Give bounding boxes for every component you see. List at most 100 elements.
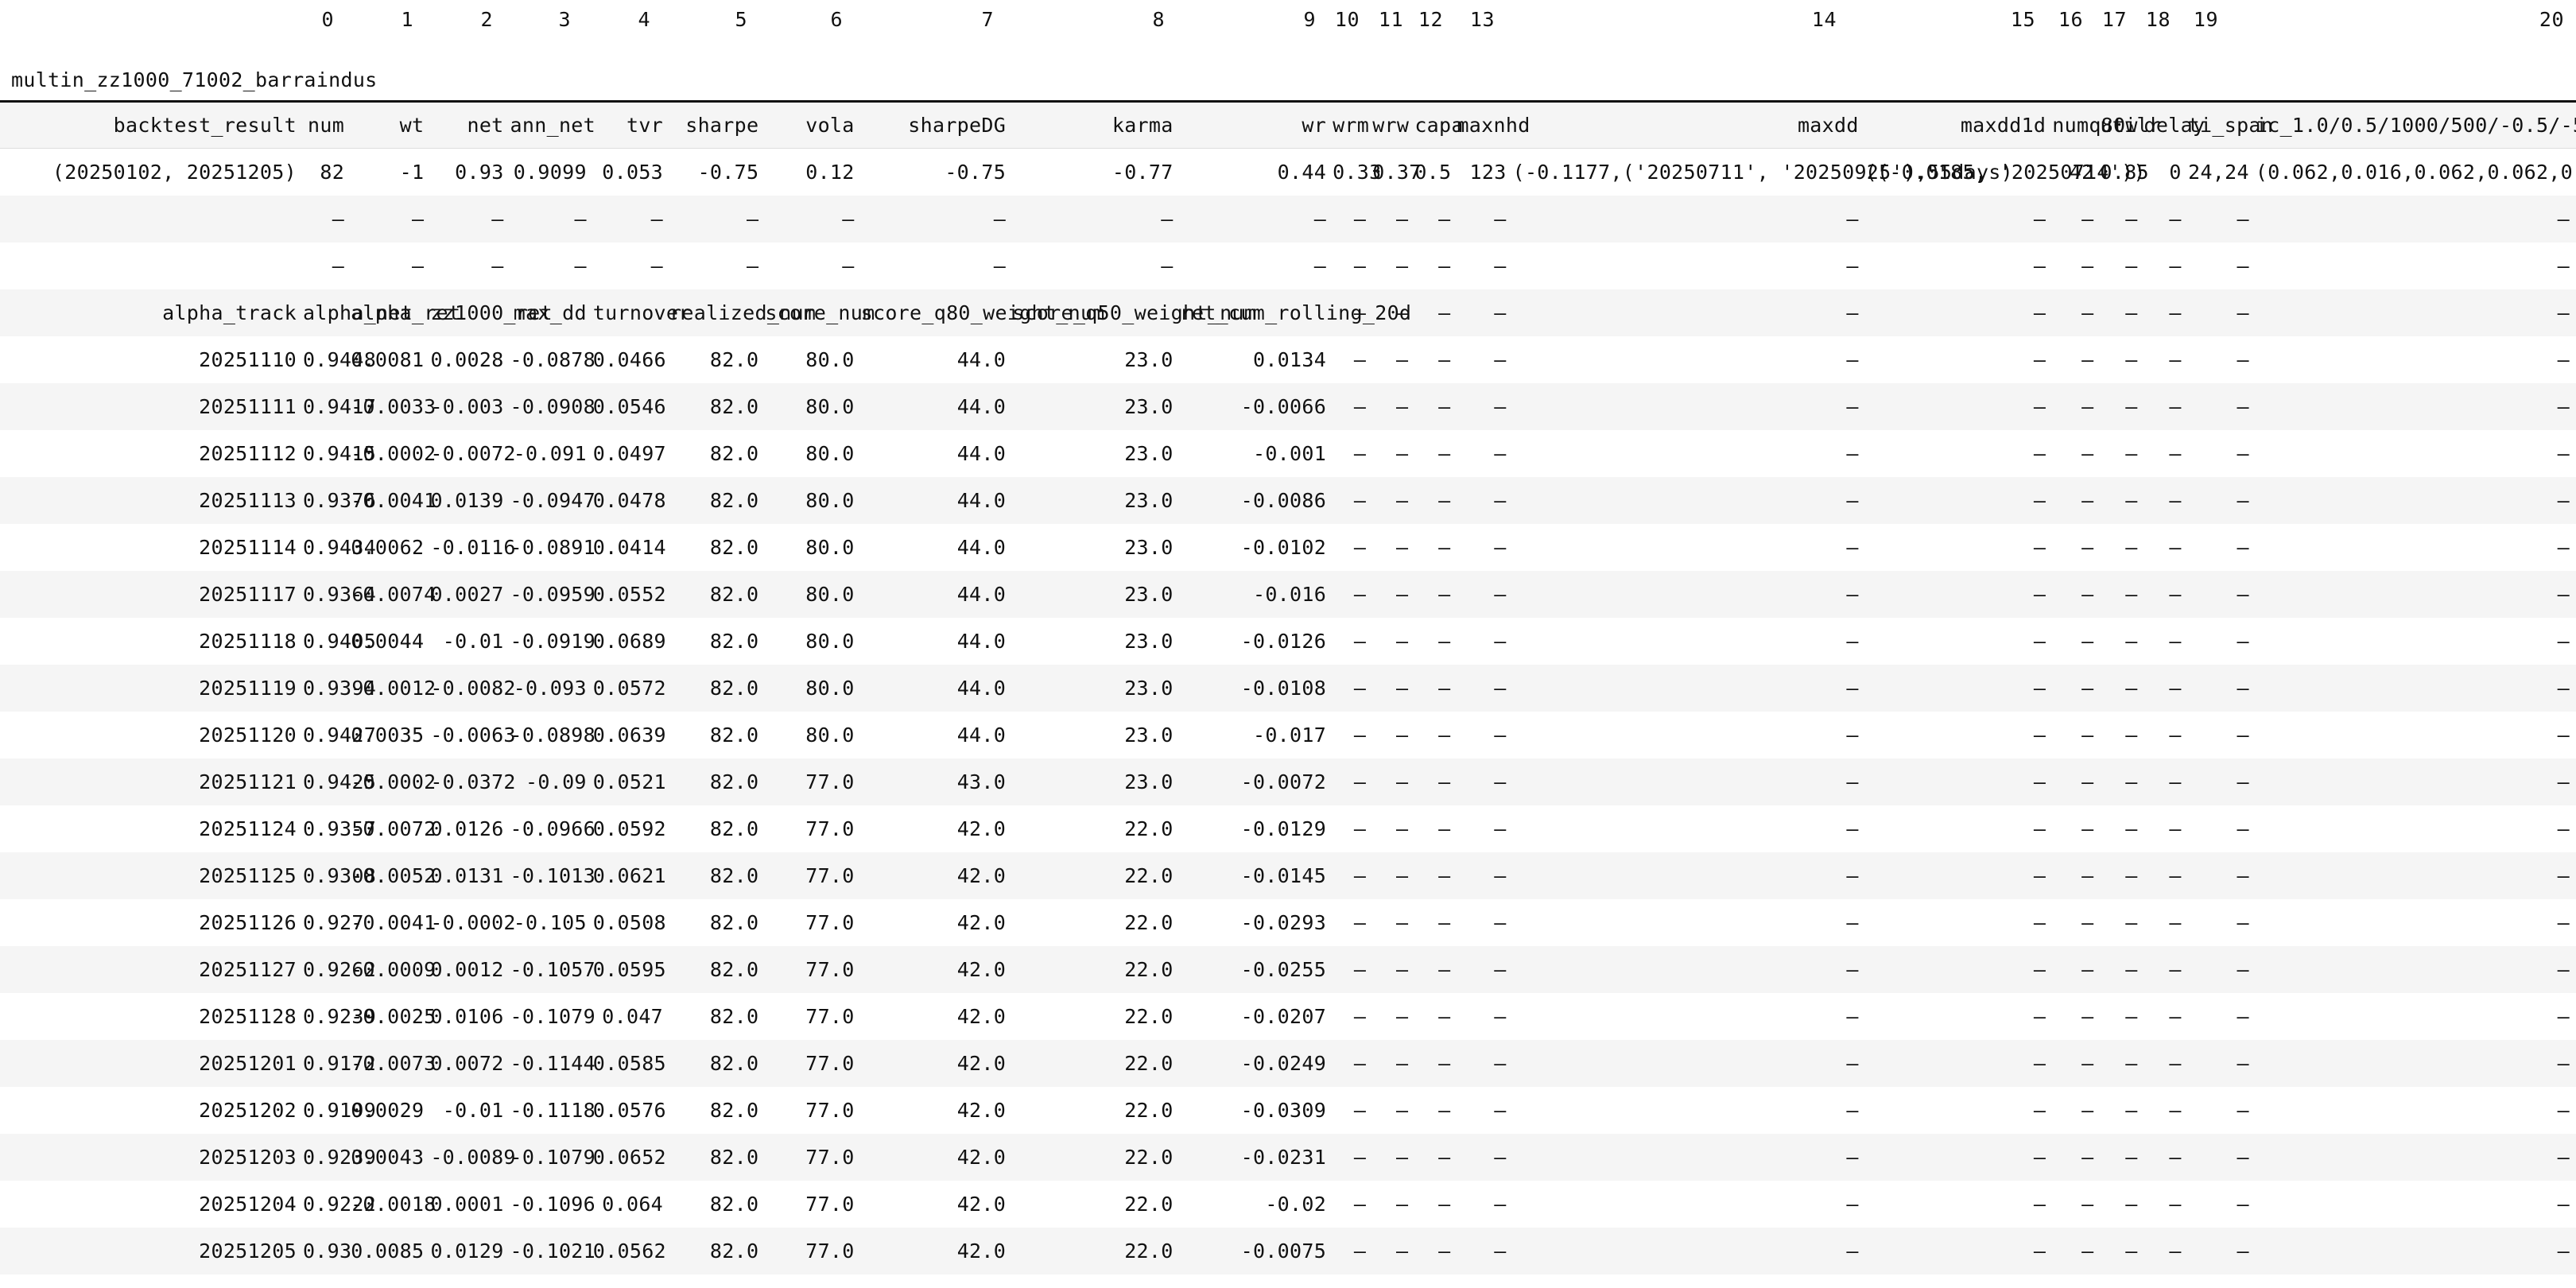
track-cell: — bbox=[2143, 665, 2188, 712]
track-cell: — bbox=[2100, 805, 2144, 852]
summary-cell: — bbox=[1372, 242, 1415, 289]
track-cell: -0.0231 bbox=[1179, 1134, 1333, 1181]
track-cell: — bbox=[2255, 1087, 2576, 1134]
track-cell: 80.0 bbox=[765, 618, 861, 665]
track-cell: — bbox=[1372, 1181, 1415, 1228]
track-cell: -0.0074 bbox=[351, 571, 436, 618]
track-cell: 42.0 bbox=[860, 1040, 1013, 1087]
track-cell: 0.0585 bbox=[592, 1040, 670, 1087]
track-cell: — bbox=[1512, 477, 1865, 524]
track-cell: 0.0572 bbox=[592, 665, 670, 712]
track-cell: -0.0033 bbox=[351, 383, 436, 430]
track-cell: 0.0012 bbox=[430, 946, 510, 993]
track-cell: -0.1118 bbox=[510, 1087, 596, 1134]
summary-cell: 0.9099 bbox=[510, 148, 593, 196]
track-cell: — bbox=[1512, 524, 1865, 571]
track-cell: — bbox=[1372, 336, 1415, 383]
track-cell: — bbox=[2052, 383, 2101, 430]
track-row: 20251118 0.9405 0.0044 -0.01 -0.0919 0.0689 82… bbox=[0, 618, 2576, 665]
track-cell: 44.0 bbox=[860, 477, 1013, 524]
track-cell: 22.0 bbox=[1012, 852, 1180, 899]
track-col-header: — bbox=[1457, 289, 1513, 336]
track-cell: — bbox=[2052, 1040, 2101, 1087]
track-cell: — bbox=[2255, 805, 2576, 852]
track-cell: — bbox=[1333, 852, 1373, 899]
track-cell: — bbox=[1864, 383, 2053, 430]
track-cell: — bbox=[2255, 1040, 2576, 1087]
track-cell: — bbox=[1864, 712, 2053, 758]
track-cell: 0.0062 bbox=[351, 524, 431, 571]
track-row: 20251125 0.9308 -0.0052 0.0131 -0.1013 0.0621… bbox=[0, 852, 2576, 899]
track-cell: -0.0025 bbox=[351, 993, 436, 1040]
track-cell: 0.0478 bbox=[592, 477, 670, 524]
track-cell: — bbox=[2052, 571, 2101, 618]
summary-cell: — bbox=[2187, 196, 2256, 242]
track-cell: 77.0 bbox=[765, 899, 861, 946]
summary-cell bbox=[0, 242, 303, 289]
track-col-header: — bbox=[2052, 289, 2101, 336]
track-cell: 82.0 bbox=[669, 1181, 766, 1228]
summary-cell: 0.5 bbox=[1414, 148, 1457, 196]
track-cell: -0.0072 bbox=[351, 805, 436, 852]
summary-cell: — bbox=[1512, 242, 1865, 289]
track-cell: 0.0562 bbox=[592, 1228, 670, 1274]
track-cell: 20251203 bbox=[0, 1134, 303, 1181]
track-cell: — bbox=[1512, 805, 1865, 852]
track-cell: — bbox=[1512, 852, 1865, 899]
track-cell: 0.9425 bbox=[302, 758, 376, 805]
summary-cell: -0.75 bbox=[669, 148, 766, 196]
summary-col-header: maxdd bbox=[1512, 100, 1865, 149]
track-cell: — bbox=[1864, 477, 2053, 524]
track-cell: — bbox=[2100, 430, 2144, 477]
track-cell: 0.9239 bbox=[302, 1134, 376, 1181]
summary-cell: 0 bbox=[2143, 148, 2188, 196]
track-cell: — bbox=[1414, 477, 1457, 524]
track-cell: — bbox=[1372, 1228, 1415, 1274]
track-cell: — bbox=[2187, 618, 2256, 665]
track-cell: 0.9394 bbox=[302, 665, 376, 712]
summary-cell: 123 bbox=[1457, 148, 1513, 196]
summary-cell: — bbox=[1414, 196, 1457, 242]
summary-cell: 0.37 bbox=[1372, 148, 1421, 196]
summary-cell: — bbox=[1414, 242, 1457, 289]
track-cell: -0.0072 bbox=[430, 430, 515, 477]
track-cell: — bbox=[1864, 336, 2053, 383]
track-cell: — bbox=[2100, 618, 2144, 665]
track-cell: — bbox=[1512, 946, 1865, 993]
track-cell: -0.0108 bbox=[1179, 665, 1333, 712]
summary-col-header: wt bbox=[351, 100, 431, 149]
track-cell: 80.0 bbox=[765, 430, 861, 477]
track-cell: 0.0652 bbox=[592, 1134, 670, 1181]
track-cell: 0.9357 bbox=[302, 805, 376, 852]
summary-cell: (-0.1177,('20250711', '20250925'),55days… bbox=[1512, 148, 2013, 196]
track-cell: 42.0 bbox=[860, 993, 1013, 1040]
track-cell: -0.0919 bbox=[510, 618, 596, 665]
track-cell: -0.0066 bbox=[1179, 383, 1333, 430]
track-cell: 22.0 bbox=[1012, 946, 1180, 993]
track-cell: — bbox=[2052, 852, 2101, 899]
column-index-9: 9 bbox=[1303, 8, 1316, 31]
track-cell: — bbox=[1512, 899, 1865, 946]
track-cell: — bbox=[2187, 712, 2256, 758]
track-cell: 77.0 bbox=[765, 852, 861, 899]
track-cell: — bbox=[2255, 1181, 2576, 1228]
track-cell: 0.0029 bbox=[351, 1087, 431, 1134]
track-cell: — bbox=[1457, 1181, 1513, 1228]
track-cell: 0.0552 bbox=[592, 571, 670, 618]
track-cell: — bbox=[1457, 712, 1513, 758]
summary-cell: — bbox=[1864, 196, 2053, 242]
track-cell: — bbox=[1457, 1228, 1513, 1274]
track-cell: -0.0002 bbox=[351, 430, 436, 477]
track-cell: — bbox=[1864, 1228, 2053, 1274]
track-cell: 0.0044 bbox=[351, 618, 431, 665]
track-cell: 82.0 bbox=[669, 712, 766, 758]
track-cell: 0.0689 bbox=[592, 618, 670, 665]
track-cell: -0.1079 bbox=[510, 993, 596, 1040]
summary-cell: -0.75 bbox=[860, 148, 1013, 196]
track-cell: 0.0001 bbox=[430, 1181, 510, 1228]
track-cell: -0.0116 bbox=[430, 524, 515, 571]
track-col-header: max_dd bbox=[510, 289, 593, 336]
track-cell: — bbox=[1414, 852, 1457, 899]
track-cell: 20251202 bbox=[0, 1087, 303, 1134]
track-cell: 20251125 bbox=[0, 852, 303, 899]
